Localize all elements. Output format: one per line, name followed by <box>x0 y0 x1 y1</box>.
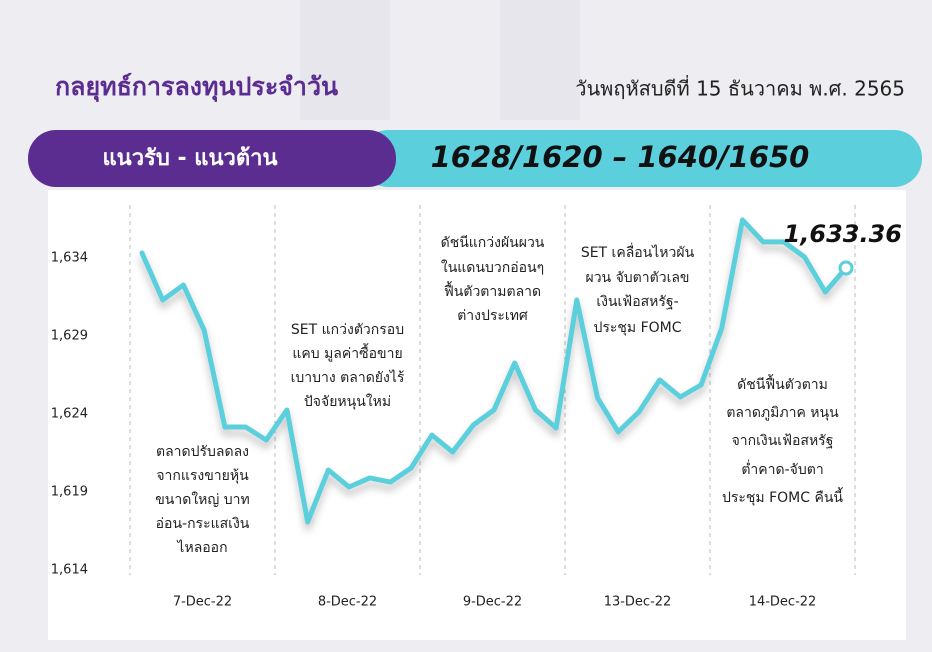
annotation: จากแรงขายหุ้น <box>156 468 249 484</box>
annotation: SET แกว่งตัวกรอบ <box>291 322 404 338</box>
annotation: แคบ มูลค่าซื้อขาย <box>292 343 402 362</box>
annotation: ขนาดใหญ่ บาท <box>155 491 250 508</box>
price-line <box>139 217 849 525</box>
annotation: ฟื้นตัวตามตลาด <box>444 281 541 300</box>
y-tick-label: 1,614 <box>51 563 88 578</box>
value-label: 1,633.36 <box>784 220 902 248</box>
y-tick-label: 1,619 <box>51 485 88 500</box>
decor <box>500 0 580 120</box>
annotation: ดัชนีฟื้นตัวตาม <box>737 374 828 393</box>
annotation: ไหลออก <box>176 539 227 556</box>
annotation: ตลาดภูมิภาค หนุน <box>726 405 839 421</box>
annotation: ต่ำคาด-จับตา <box>741 460 823 478</box>
annotation: ปัจจัยหนุนใหม่ <box>304 393 391 410</box>
annotation: ต่างประเทศ <box>457 308 528 324</box>
x-tick-label: 13-Dec-22 <box>604 595 672 610</box>
annotation: เงินเฟ้อสหรัฐ- <box>596 294 678 310</box>
last-point <box>838 260 854 276</box>
annotation: จากเงินเฟ้อสหรัฐ <box>732 433 834 449</box>
annotation: ในแดนบวกอ่อนๆ <box>441 259 544 276</box>
annotation: ดัชนีแกว่งผันผวน <box>441 235 545 251</box>
x-tick-label: 14-Dec-22 <box>749 595 817 610</box>
x-tick-label: 9-Dec-22 <box>463 595 522 610</box>
annotation: ประชุม FOMC คืนนี้ <box>722 487 843 506</box>
banner-value-bg <box>360 130 922 187</box>
banner-label-bg <box>28 130 396 187</box>
annotation: SET เคลื่อนไหวผัน <box>581 243 695 261</box>
title: กลยุทธ์การลงทุนประจำวัน <box>55 72 338 103</box>
x-tick-label: 7-Dec-22 <box>173 595 232 610</box>
chart-card <box>48 190 906 640</box>
annotation: อ่อน-กระแสเงิน <box>156 516 250 532</box>
y-tick-label: 1,629 <box>51 329 88 344</box>
annotation: เบาบาง ตลาดยังไร้ <box>291 369 405 386</box>
annotation: ผวน จับตาตัวเลข <box>585 270 689 286</box>
y-tick-label: 1,624 <box>51 407 88 422</box>
banner-value: 1628/1620 – 1640/1650 <box>431 140 810 174</box>
date: วันพฤหัสบดีที่ 15 ธันวาคม พ.ศ. 2565 <box>575 75 905 101</box>
decor <box>300 0 390 120</box>
x-tick-label: 8-Dec-22 <box>318 595 377 610</box>
y-tick-label: 1,634 <box>51 251 88 266</box>
annotation: ประชุม FOMC <box>593 320 681 336</box>
banner-label: แนวรับ - แนวต้าน <box>102 146 277 171</box>
annotation: ตลาดปรับลดลง <box>156 444 249 460</box>
